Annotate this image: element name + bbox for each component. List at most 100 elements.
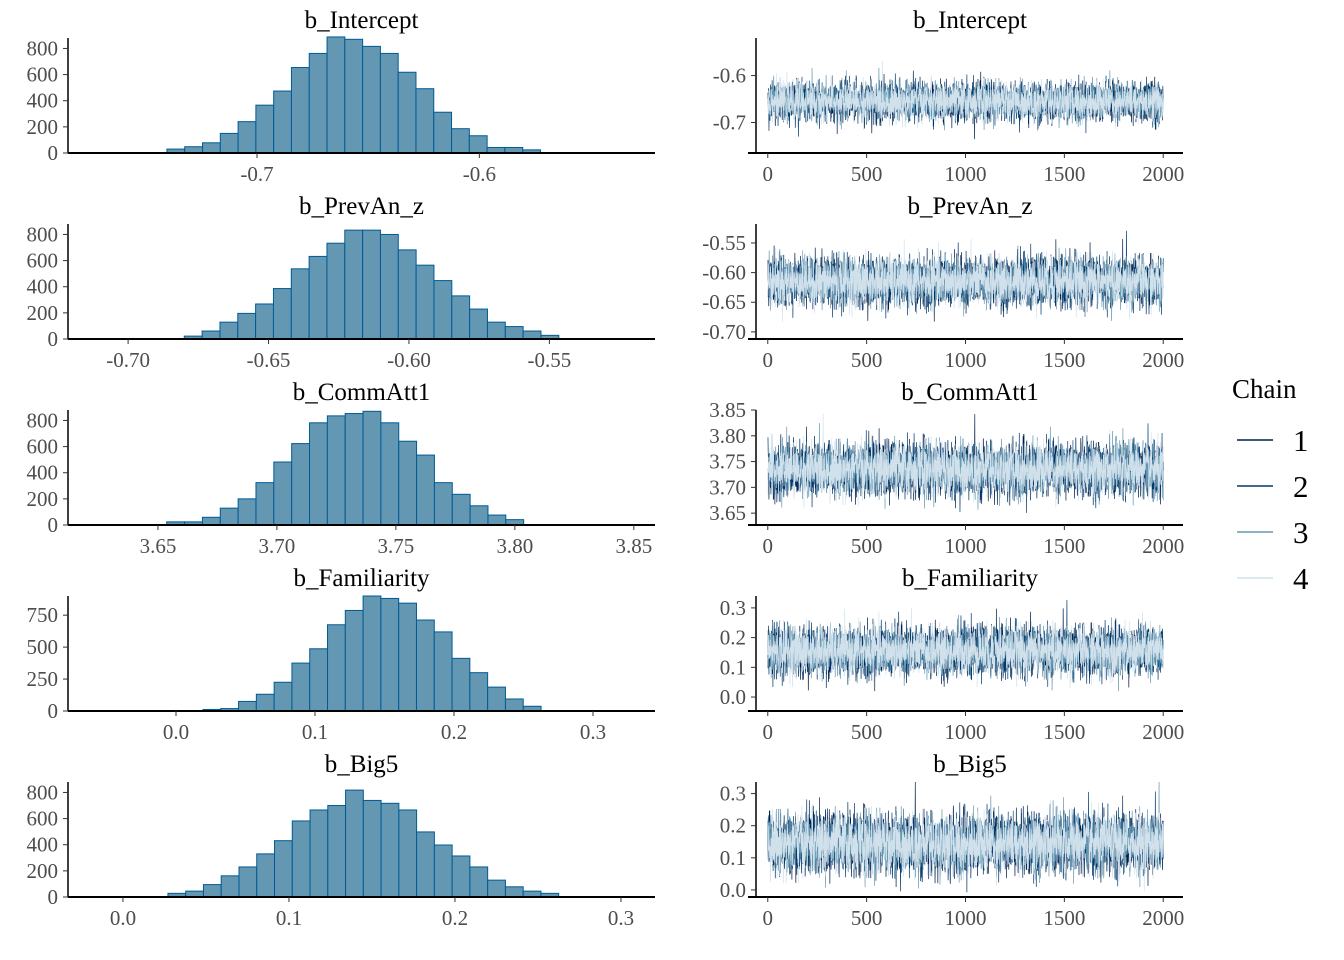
histogram-bar xyxy=(362,799,382,898)
histogram-bar xyxy=(201,516,221,526)
histogram-bar xyxy=(291,820,311,898)
histogram-bar xyxy=(309,809,329,898)
legend-label: 3 xyxy=(1293,515,1309,550)
y-tick-label: -0.7 xyxy=(713,110,746,134)
x-tick-label: 500 xyxy=(851,720,883,744)
histogram-bar xyxy=(416,454,435,526)
histogram-bar xyxy=(380,802,400,898)
trace-title: b_CommAtt1 xyxy=(901,379,1039,406)
histogram-bar xyxy=(504,326,524,340)
y-tick-label: -0.70 xyxy=(702,320,746,344)
x-tick-label: 1000 xyxy=(945,162,987,186)
x-tick-label: 1000 xyxy=(945,906,987,930)
y-tick-label: 800 xyxy=(27,36,59,60)
trace-panel: b_Intercept 0 500 1000 1500 2000 -0.6 -0.7 xyxy=(713,7,1184,186)
x-tick-label: 2000 xyxy=(1142,534,1184,558)
histogram-bar xyxy=(504,698,524,712)
x-tick-label: 0 xyxy=(763,348,774,372)
x-tick-label: 2000 xyxy=(1142,906,1184,930)
y-tick-label: 0.1 xyxy=(720,846,746,870)
trace-title: b_Big5 xyxy=(933,751,1007,778)
y-tick-label: 200 xyxy=(27,487,59,511)
x-tick-label: -0.7 xyxy=(240,162,273,186)
y-tick-label: 0 xyxy=(48,327,59,351)
x-tick-label: 3.75 xyxy=(378,534,415,558)
histogram-bar xyxy=(362,45,381,154)
y-tick-label: -0.55 xyxy=(702,231,746,255)
x-tick-label: 1500 xyxy=(1043,162,1085,186)
x-tick-label: 1000 xyxy=(945,348,987,372)
histogram-bar xyxy=(273,461,293,526)
x-tick-label: -0.60 xyxy=(387,348,431,372)
histogram-bar xyxy=(344,413,364,526)
histogram-bar xyxy=(237,312,257,340)
y-tick-label: 0 xyxy=(48,699,59,723)
y-tick-label: 600 xyxy=(27,249,59,273)
trace-line-chain-4 xyxy=(767,608,1164,689)
histogram-bar xyxy=(344,38,364,154)
trace-title: b_Familiarity xyxy=(902,565,1039,592)
histogram-bar xyxy=(219,507,239,526)
histogram-bar xyxy=(201,330,221,340)
histogram-bar xyxy=(451,493,471,526)
y-tick-label: 3.85 xyxy=(709,398,746,422)
histogram-bar xyxy=(344,229,364,340)
histogram-bar xyxy=(326,415,346,526)
histogram-bar xyxy=(326,242,346,340)
histogram-bar xyxy=(362,229,381,340)
histogram-bar xyxy=(487,686,506,712)
histogram-bar xyxy=(238,866,258,898)
x-tick-label: 1000 xyxy=(945,534,987,558)
histogram-bar xyxy=(291,662,311,712)
histogram-title: b_PrevAn_z xyxy=(299,193,424,220)
trace-title: b_PrevAn_z xyxy=(908,193,1033,220)
x-tick-label: 500 xyxy=(851,906,883,930)
histogram-title: b_Big5 xyxy=(325,751,399,778)
x-tick-label: 0 xyxy=(763,906,774,930)
histogram-bar xyxy=(398,440,418,526)
trace-panel: b_Familiarity 0 500 1000 1500 2000 0.3 0.2 0.1 0.… xyxy=(720,565,1184,744)
histogram-bar xyxy=(202,142,221,154)
histogram-title: b_Intercept xyxy=(305,7,419,34)
histogram-bar xyxy=(486,321,506,340)
x-tick-label: -0.65 xyxy=(247,348,291,372)
histogram-bar xyxy=(362,410,382,526)
trace-panel: b_Big5 0 500 1000 1500 2000 0.3 0.2 0.1 0.0 xyxy=(720,751,1184,930)
y-tick-label: 3.80 xyxy=(709,424,746,448)
histogram-bar xyxy=(416,831,435,898)
x-tick-label: -0.70 xyxy=(106,348,150,372)
y-tick-label: 400 xyxy=(27,833,59,857)
histogram-bar xyxy=(451,295,471,340)
x-tick-label: -0.55 xyxy=(528,348,572,372)
histogram-bar xyxy=(433,111,453,154)
y-tick-label: 600 xyxy=(27,435,59,459)
y-tick-label: 0.3 xyxy=(720,596,746,620)
histogram-bar xyxy=(309,422,328,526)
histogram-bar xyxy=(238,700,257,712)
histogram-bar xyxy=(433,631,453,712)
histogram-bar xyxy=(415,88,435,154)
histogram-bar xyxy=(291,443,311,526)
trace-line-chain-4 xyxy=(767,799,1164,892)
histogram-bar xyxy=(255,693,275,712)
y-tick-label: 3.65 xyxy=(709,501,746,525)
y-tick-label: 400 xyxy=(27,89,59,113)
histogram-bar xyxy=(433,844,453,898)
y-tick-label: 500 xyxy=(27,635,59,659)
histogram-bar xyxy=(237,498,257,526)
histogram-bar xyxy=(415,619,435,712)
x-tick-label: 0.1 xyxy=(276,906,302,930)
x-tick-label: 500 xyxy=(851,534,883,558)
y-tick-label: 200 xyxy=(27,301,59,325)
legend-label: 1 xyxy=(1293,423,1309,458)
y-tick-label: 0 xyxy=(48,141,59,165)
x-tick-label: 3.70 xyxy=(259,534,296,558)
histogram-bar xyxy=(469,505,489,526)
x-tick-label: 0 xyxy=(763,720,774,744)
histogram-bar xyxy=(451,657,471,712)
x-tick-label: 1000 xyxy=(945,720,987,744)
